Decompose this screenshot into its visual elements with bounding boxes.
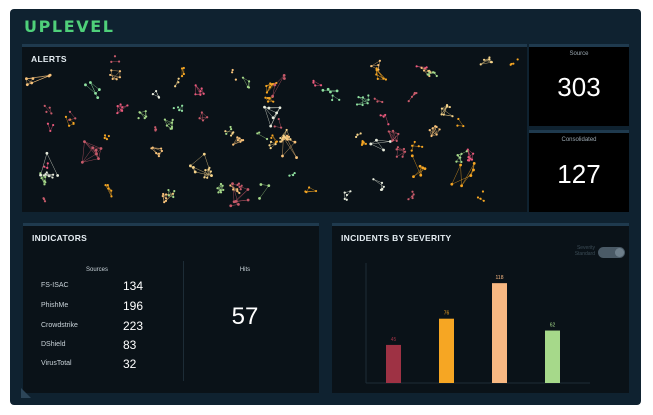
indicators-panel-bar [23,223,319,226]
toggle-knob[interactable] [615,248,624,257]
incidents-title: INCIDENTS BY SEVERITY [341,233,452,243]
consolidated-card-bar [529,130,629,133]
indicator-value: 196 [123,299,144,313]
hits-header: Hits [239,267,251,273]
indicator-name: PhishMe [41,302,69,309]
source-card-bar [529,44,629,47]
indicator-value: 32 [123,357,137,371]
indicator-row: Crowdstrike 223 [23,319,183,335]
indicator-row: FS-ISAC 134 [23,279,183,295]
resize-corner-icon[interactable] [21,388,31,398]
source-value: 303 [557,72,601,102]
indicator-value: 223 [123,319,144,333]
indicator-row: VirusTotal 32 [23,357,183,373]
indicator-name: DShield [41,341,66,348]
severity-bar[interactable] [492,283,507,383]
alerts-network-graph[interactable] [22,44,527,212]
indicator-value: 134 [123,279,144,293]
indicator-name: Crowdstrike [41,322,78,329]
indicators-title: INDICATORS [32,233,88,243]
severity-toggle[interactable] [598,247,625,258]
alerts-title: ALERTS [31,54,67,64]
bar-value-label: 76 [444,311,450,317]
bar-value-label: 62 [550,323,556,329]
severity-bar[interactable] [545,330,560,383]
severity-toggle-label: Severity Standard [574,245,595,257]
dashboard-frame: UPLEVEL ALERTS Source 303 Consolidated 1… [10,9,641,405]
sources-header: Sources [86,267,109,273]
source-label: Source [569,51,589,57]
app-logo: UPLEVEL [24,17,115,36]
consolidated-value: 127 [557,159,601,189]
severity-bar[interactable] [386,344,401,383]
alert-clusters [25,55,519,208]
incidents-panel: INCIDENTS BY SEVERITY Severity Standard … [332,223,629,393]
alerts-panel-bar [22,44,527,47]
bar-value-label: 45 [391,337,397,343]
bar-value-label: 118 [496,275,504,281]
alerts-panel: ALERTS [22,44,527,212]
consolidated-label: Consolidated [561,137,597,143]
indicator-name: FS-ISAC [41,282,69,289]
severity-bar[interactable] [439,318,454,383]
indicators-divider [183,261,184,381]
severity-bar-chart: 45 76 118 62 [365,263,590,384]
indicator-row: DShield 83 [23,338,183,354]
hits-value: 57 [231,303,259,330]
source-count-card: Source 303 [529,44,629,126]
consolidated-count-card: Consolidated 127 [529,130,629,212]
indicator-row: PhishMe 196 [23,299,183,315]
indicator-value: 83 [123,338,137,352]
indicator-name: VirusTotal [41,360,72,367]
indicators-panel: INDICATORS Sources FS-ISAC 134 PhishMe 1… [23,223,319,393]
incidents-panel-bar [332,223,629,226]
